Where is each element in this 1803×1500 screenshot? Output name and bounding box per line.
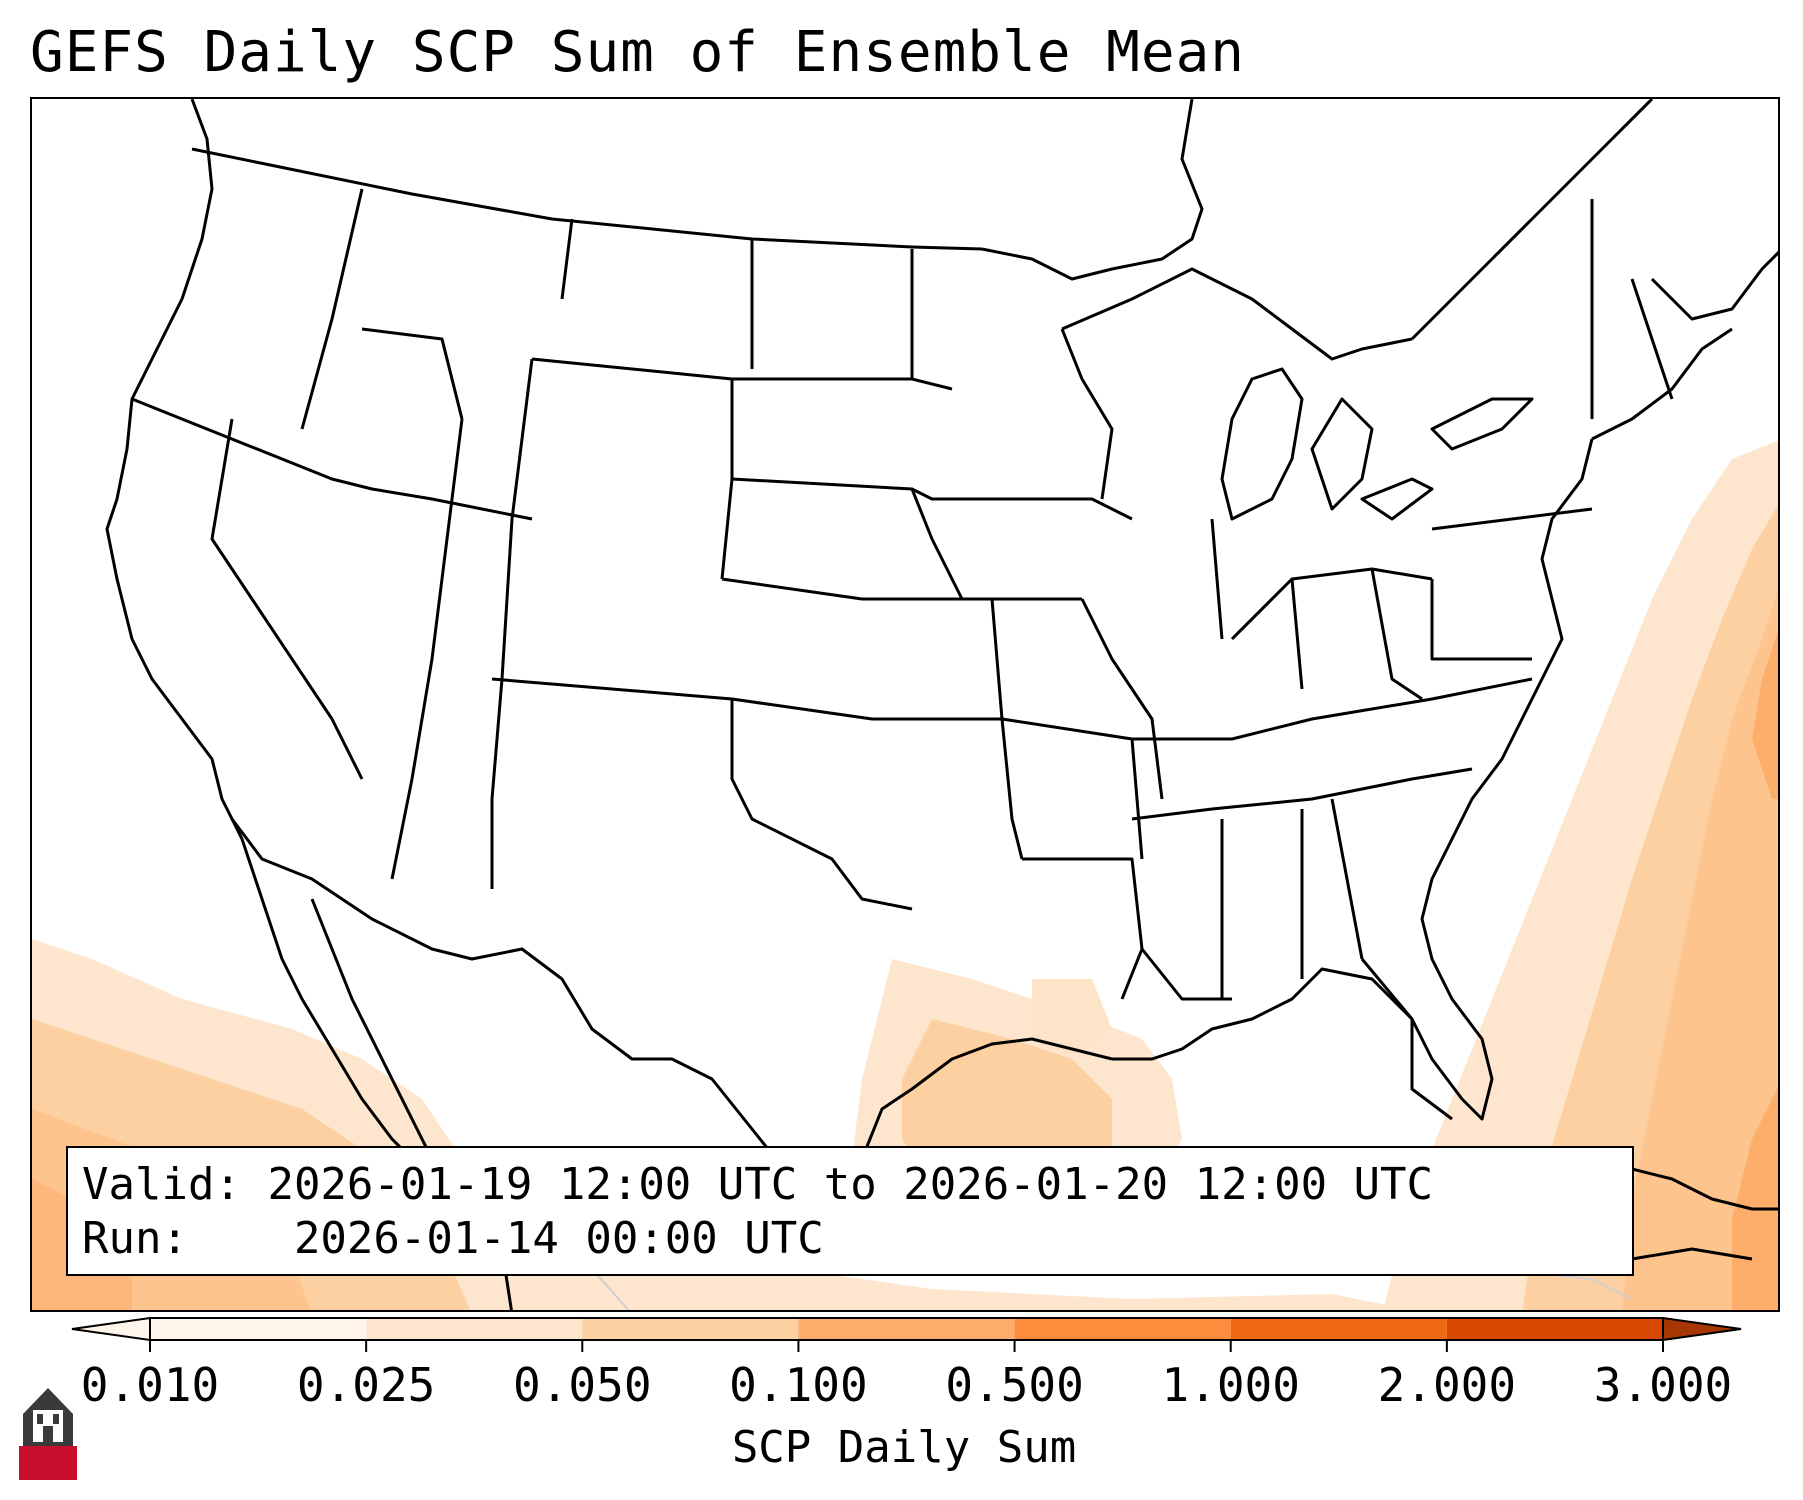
colorbar-segment xyxy=(582,1318,799,1340)
colorbar xyxy=(71,1316,1742,1352)
colorbar-tick-label: 2.000 xyxy=(1377,1358,1517,1412)
colorbar-extend-low xyxy=(71,1316,151,1342)
colorbar-tick-label: 0.500 xyxy=(945,1358,1084,1412)
validity-info-box: Valid: 2026-01-19 12:00 UTC to 2026-01-2… xyxy=(66,1146,1634,1276)
run-value: 2026-01-14 00:00 UTC xyxy=(293,1213,824,1264)
valid-value: 2026-01-19 12:00 UTC to 2026-01-20 12:00… xyxy=(267,1159,1434,1210)
colorbar-tick-label: 1.000 xyxy=(1161,1358,1300,1412)
colorbar-tick-label: 3.000 xyxy=(1593,1358,1733,1412)
colorbar-segment xyxy=(798,1318,1015,1340)
colorbar-segment xyxy=(150,1318,367,1340)
colorbar-segment xyxy=(366,1318,583,1340)
colorbar-segment xyxy=(1446,1318,1663,1340)
valid-label: Valid: xyxy=(82,1159,241,1210)
colorbar-label: SCP Daily Sum xyxy=(731,1422,1077,1473)
colorbar-tick-label: 0.025 xyxy=(296,1358,436,1412)
colorbar-segment xyxy=(1230,1318,1447,1340)
map-panel xyxy=(30,97,1780,1312)
run-label: Run: xyxy=(82,1213,188,1264)
run-line: Run: 2026-01-14 00:00 UTC xyxy=(82,1212,1618,1266)
colorbar-tick-label: 0.100 xyxy=(729,1358,868,1412)
colorbar-tick-label: 0.050 xyxy=(513,1358,652,1412)
valid-line: Valid: 2026-01-19 12:00 UTC to 2026-01-2… xyxy=(82,1158,1618,1212)
conus-map xyxy=(32,99,1778,1310)
colorbar-tick-label: 0.010 xyxy=(80,1358,220,1412)
colorbar-outline xyxy=(149,1317,1664,1341)
niu-logo-icon xyxy=(19,1388,77,1480)
map-title: GEFS Daily SCP Sum of Ensemble Mean xyxy=(30,20,1246,85)
colorbar-segment xyxy=(1014,1318,1231,1340)
colorbar-extend-high xyxy=(1662,1316,1742,1342)
